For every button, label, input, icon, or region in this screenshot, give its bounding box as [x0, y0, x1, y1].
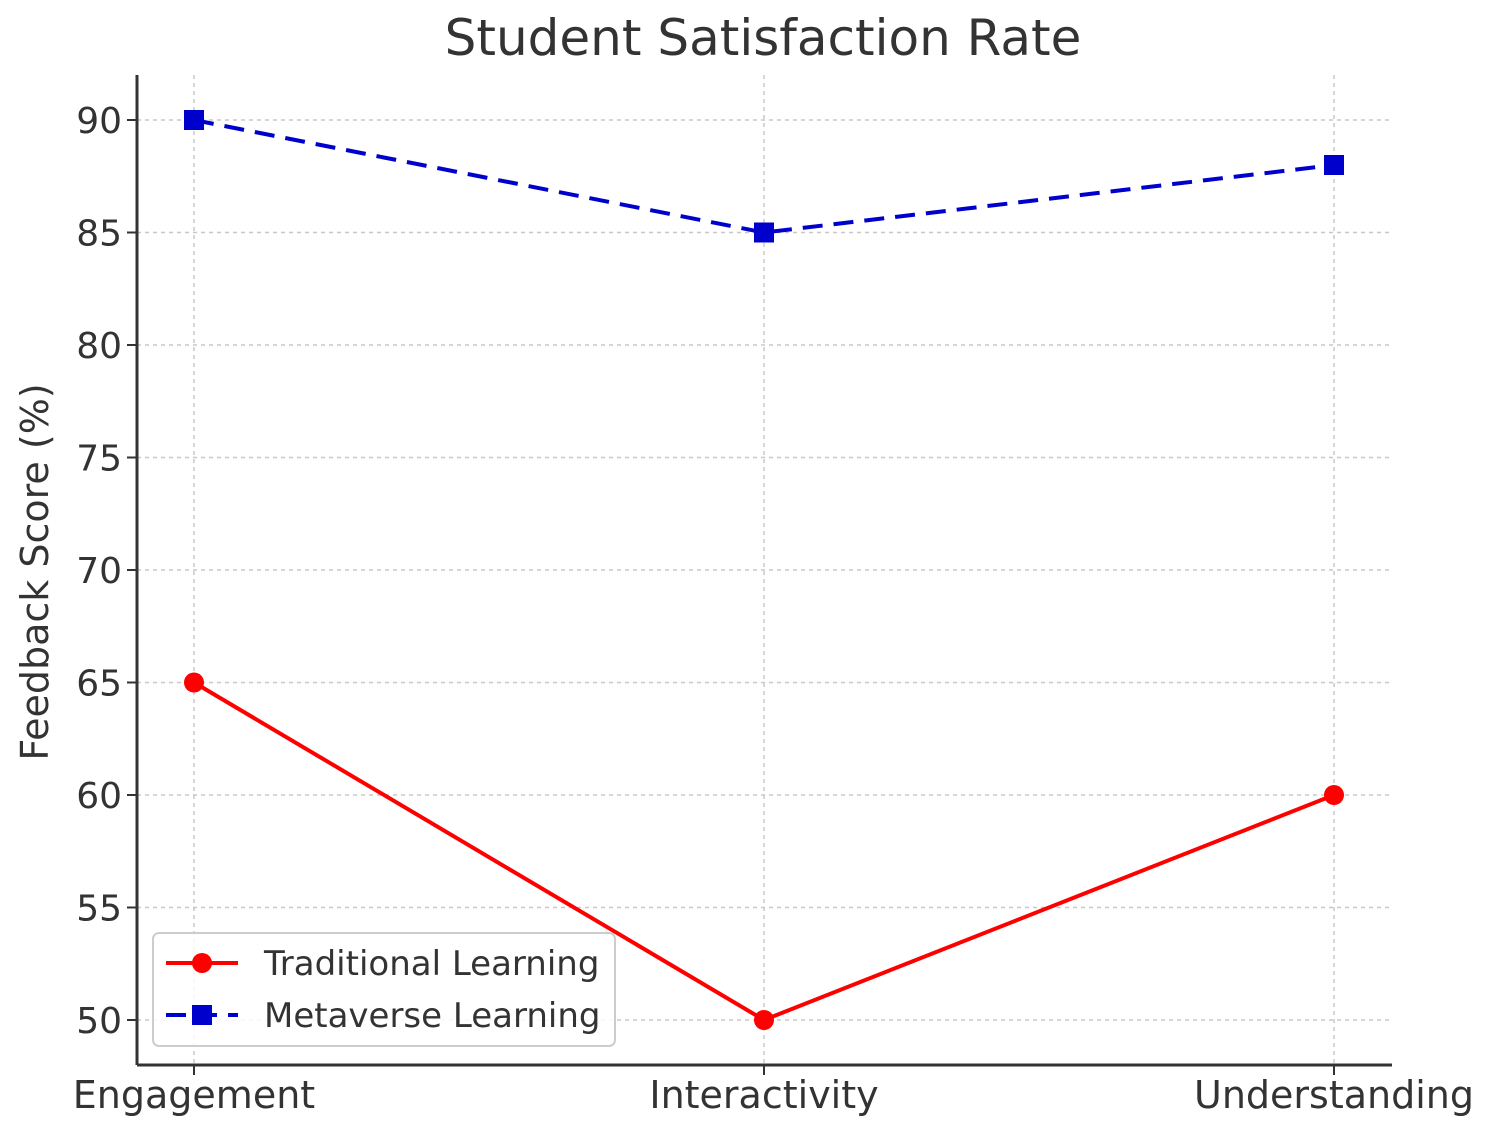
y-tick-label: 80	[76, 326, 122, 367]
y-tick-label: 55	[76, 889, 122, 930]
legend-marker-traditional-learning	[192, 953, 212, 973]
legend-box	[152, 932, 616, 1047]
y-tick-label: 75	[76, 439, 122, 480]
series-line-metaverse-learning	[193, 118, 1335, 235]
legend-marker-metaverse-learning	[192, 1005, 212, 1025]
y-tick-label: 90	[76, 101, 122, 142]
x-tick-label-engagement: Engagement	[73, 1073, 315, 1117]
y-tick-label: 60	[76, 776, 122, 817]
chart-title: Student Satisfaction Rate	[445, 9, 1082, 67]
data-point-metaverse-learning-interactivity	[754, 222, 774, 243]
series	[184, 110, 1344, 1030]
data-point-traditional-learning-engagement	[184, 672, 204, 693]
y-tick-label: 85	[76, 214, 122, 255]
legend-label-metaverse-learning: Metaverse Learning	[264, 996, 600, 1036]
legend: Traditional Learning Metaverse Learning	[152, 932, 616, 1047]
y-tick-label: 70	[76, 551, 122, 592]
data-point-traditional-learning-understanding	[1324, 785, 1344, 805]
y-tick-label: 65	[76, 664, 122, 705]
data-point-traditional-learning-interactivity	[754, 1010, 774, 1030]
data-point-metaverse-learning-engagement	[184, 110, 204, 130]
y-tick-label: 50	[76, 1001, 122, 1042]
data-point-metaverse-learning-understanding	[1324, 155, 1344, 175]
x-tick-label-understanding: Understanding	[1194, 1073, 1474, 1117]
ticks: 50 55 60 65 70 75 80 85 90 Engagement Interactivit…	[73, 101, 1474, 1117]
x-tick-label-interactivity: Interactivity	[649, 1073, 878, 1117]
y-axis-label: Feedback Score (%)	[13, 383, 57, 760]
legend-label-traditional-learning: Traditional Learning	[263, 944, 599, 984]
